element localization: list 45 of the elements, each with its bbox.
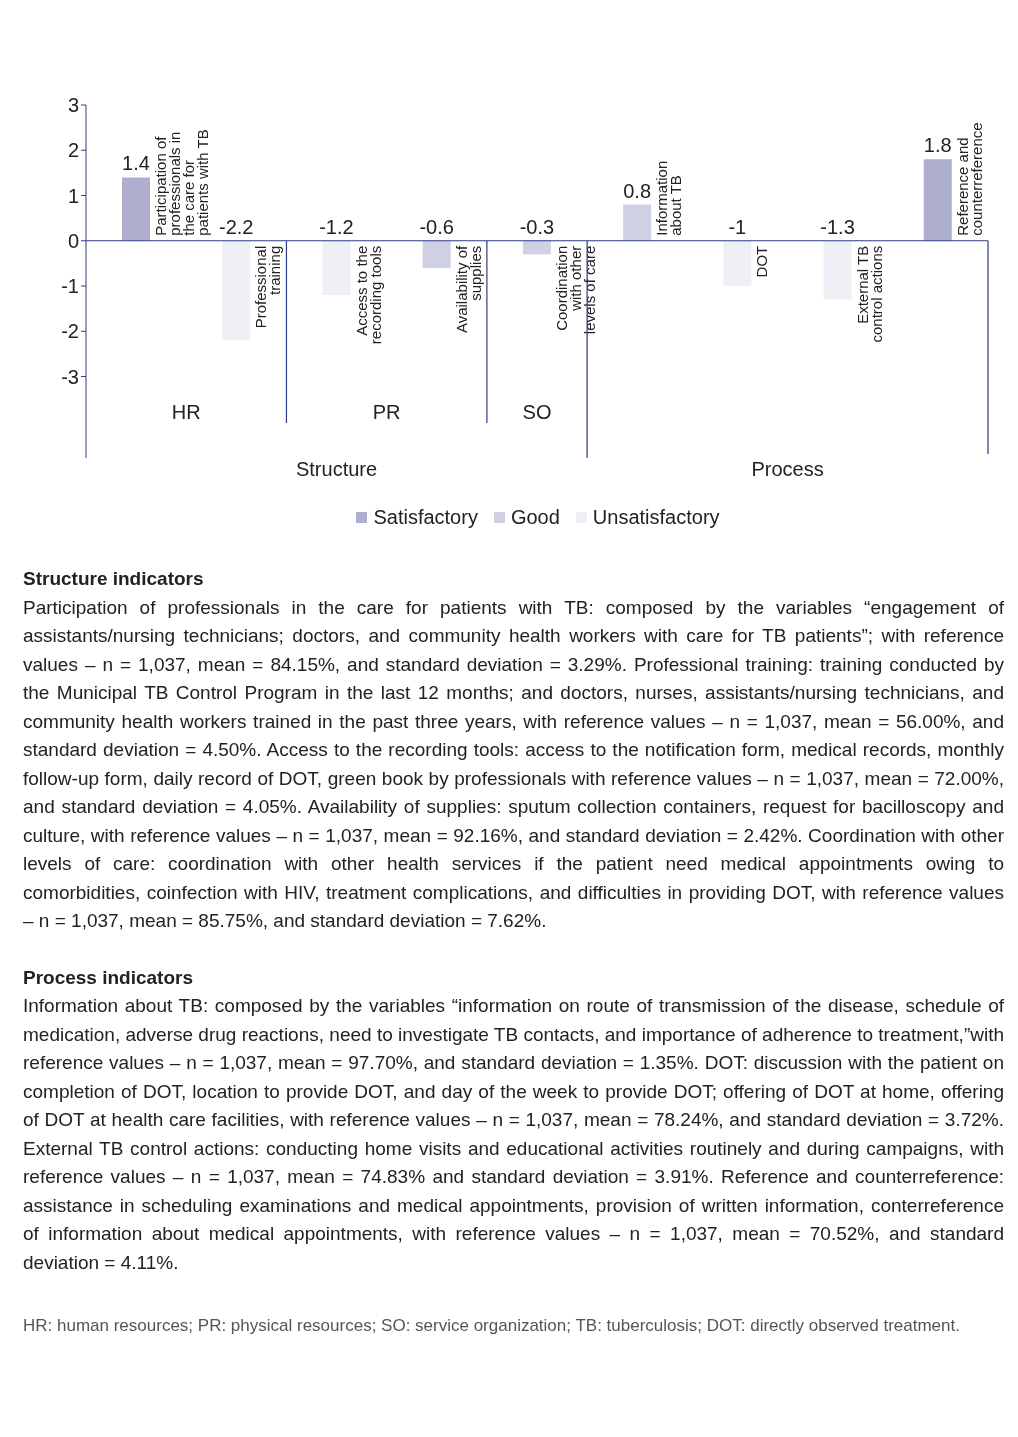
data-label: -1.3 <box>820 215 855 238</box>
data-label: -1 <box>728 215 747 238</box>
bar <box>422 240 451 268</box>
text: Process indicators <box>23 965 195 990</box>
data-label: 1.8 <box>923 134 952 157</box>
data-label: -1.2 <box>319 215 354 238</box>
bar <box>322 240 351 296</box>
bar <box>522 240 551 255</box>
text: Information about TB: composed by the variables “information on route of transmission of the disease, schedule of medication, adverse drug reactions, need to investigate TB contacts, and importance of adherence to treatment,”with reference values – n = 1,037, mean = 97.70%, and standard deviation = 1.35%. DOT: discussion with the patient on completion of DOT, location to provide DOT, and day of the week to provide DOT; offering of DOT at home, offering of DOT at health care facilities, with reference values – n = 1,037, mean = 78.24%, and standard deviation = 3.72%. External TB control actions: conducting home visits and educational activities routinely and during campaigns, with reference values – n = 1,037, mean = 74.83% and standard deviation = 3.91%. Reference and counterreference: assistance in scheduling examinations and medical appointments, provision of written information, conterreference of information about medical appointments, with reference values – n = 1,037, mean = 70.52%, and standard deviation = 4.11%. <box>23 995 1004 1273</box>
bar <box>623 204 652 241</box>
bar <box>222 240 251 341</box>
x-tick-label: DOT <box>753 245 771 278</box>
data-label: 1.4 <box>122 152 150 175</box>
data-label: -0.3 <box>519 215 555 238</box>
x-tick-label: Availability of supplies <box>452 244 484 334</box>
bar <box>723 240 752 287</box>
y-tick-label: -3 <box>61 365 79 388</box>
x-tick-label: External TB control actions <box>853 245 885 343</box>
legend-label: Good <box>510 506 560 529</box>
text: HR: human resources; PR: physical resources; SO: service organization; TB: tuberculosis; DOT: directly observed treatment. <box>23 1315 961 1337</box>
x-tick-label: Information about TB <box>653 160 685 236</box>
annotation: Structure <box>295 458 378 480</box>
annotation: PR <box>372 401 401 423</box>
legend-label: Satisfactory <box>373 506 478 529</box>
legend-label: Unsatisfactory <box>592 506 720 529</box>
annotation: HR <box>171 401 201 423</box>
data-label: -2.2 <box>218 215 254 238</box>
y-tick-label: 0 <box>67 229 79 252</box>
y-tick-label: -1 <box>61 275 79 298</box>
text: Participation of professionals in the care for patients with TB: composed by the variables “engagement of assistants/nursing technicians; doctors, and community health workers with care for TB patients”; with reference values – n = 1,037, mean = 84.15%, and standard deviation = 3.29%. Professional training: training conducted by the Municipal TB Control Program in the last 12 months; and doctors, nurses, assistants/nursing technicians, and community health workers trained in the past three years, with reference values – n = 1,037, mean = 56.00%, and standard deviation = 4.50%. Access to the recording tools: access to the notification form, medical records, monthly follow-up form, daily record of DOT, green book by professionals with reference values – n = 1,037, mean = 72.00%, and standard deviation = 4.05%. Availability of supplies: sputum collection containers, request for bacilloscopy and culture, with reference values – n = 1,037, mean = 92.16%, and standard deviation = 2.42%. Coordination with other levels of care: coordination with other health services if the patient need medical appointments owing to comorbidities, coinfection with HIV, treatment complications, and difficulties in providing DOT, with reference values – n = 1,037, mean = 85.75%, and standard deviation = 7.62%. <box>23 596 1004 931</box>
data-label: -0.6 <box>419 215 454 238</box>
annotation: Process <box>751 458 824 480</box>
bar <box>823 240 852 300</box>
y-tick-label: 3 <box>67 94 79 117</box>
annotation: SO <box>522 401 552 423</box>
x-tick-label: Professional training <box>252 245 284 329</box>
y-tick-label: 1 <box>67 184 79 207</box>
x-tick-label: Reference and counterreference <box>953 122 985 236</box>
y-tick-label: -2 <box>61 320 79 343</box>
data-label: 0.8 <box>623 179 652 202</box>
x-tick-label: Participation of professionals in the care for patients with TB <box>152 129 212 236</box>
bar <box>122 177 150 241</box>
y-tick-label: 2 <box>67 139 79 162</box>
text: Structure indicators <box>23 567 205 591</box>
bar <box>923 159 952 241</box>
